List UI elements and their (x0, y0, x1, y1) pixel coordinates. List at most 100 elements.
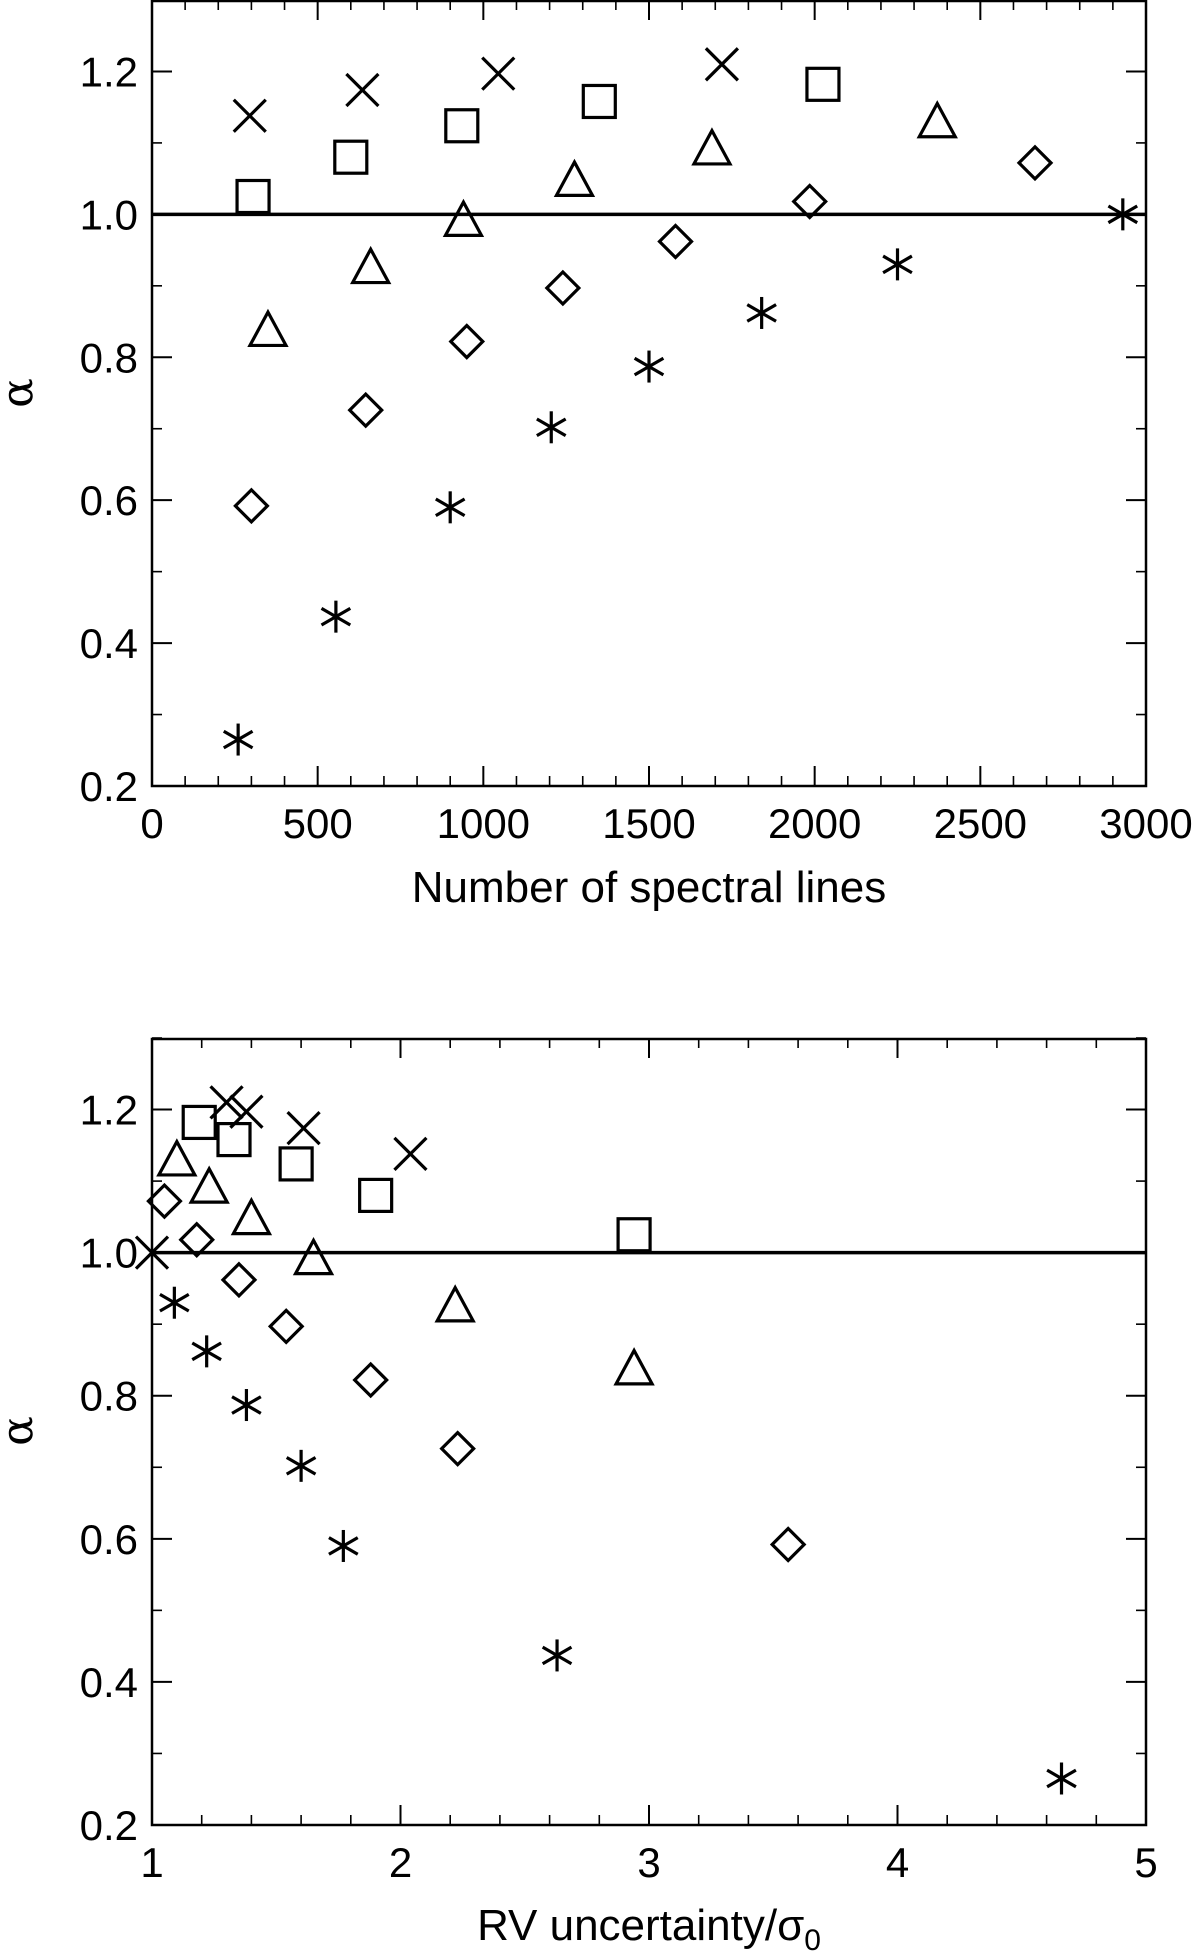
x-axis-label: Number of spectral lines (412, 863, 886, 912)
triangle-point (442, 198, 485, 237)
y-tick-label: 0.8 (80, 334, 138, 381)
cross-point (134, 1235, 170, 1270)
diamond-point (347, 391, 384, 429)
asterisk-point (222, 723, 254, 756)
y-tick-label: 0.8 (80, 1373, 138, 1420)
y-tick-label: 0.6 (80, 1516, 138, 1563)
triangle-point (691, 127, 733, 166)
diamond-point (233, 487, 270, 525)
asterisk-point (541, 1639, 573, 1672)
cross-point (229, 1094, 264, 1129)
asterisk-point (1046, 1762, 1077, 1795)
asterisk-point (191, 1335, 222, 1368)
asterisk-series (222, 198, 1139, 756)
x-tick-label: 1000 (437, 800, 530, 847)
triangle-point (230, 1196, 273, 1236)
diamond-point (439, 1430, 476, 1467)
asterisk-point (746, 296, 777, 329)
square-series (235, 66, 841, 215)
y-axis-label: α (0, 378, 43, 408)
x-tick-label: 3000 (1099, 800, 1192, 847)
y-tick-label: 0.2 (80, 763, 138, 810)
asterisk-point (285, 1449, 317, 1482)
x-tick-label: 4 (886, 1839, 909, 1886)
diamond-point (448, 323, 486, 360)
square-series (181, 1104, 652, 1253)
square-point (216, 1121, 252, 1158)
cross-point (345, 72, 380, 108)
cross-point (704, 47, 740, 82)
x-tick-label: 3 (637, 1839, 660, 1886)
y-tick-label: 0.6 (80, 477, 138, 524)
x-tick-label: 500 (283, 800, 353, 847)
y-tick-label: 0.4 (80, 620, 138, 667)
asterisk-point (320, 600, 352, 633)
triangle-point (292, 1236, 335, 1276)
square-point (181, 1104, 217, 1141)
y-tick-label: 0.4 (80, 1659, 138, 1706)
square-point (444, 108, 480, 144)
square-point (616, 1217, 652, 1253)
triangle-point (156, 1138, 198, 1177)
cross-point (481, 56, 516, 91)
diamond-point (544, 269, 582, 307)
x-tick-label: 5 (1134, 1839, 1157, 1886)
diamond-point (657, 223, 694, 260)
asterisk-point (633, 350, 665, 383)
diamond-point (352, 1361, 389, 1399)
x-tick-label: 1 (140, 1839, 163, 1886)
y-tick-label: 1.0 (80, 1230, 138, 1277)
triangle-point (434, 1284, 476, 1323)
triangle-point (553, 158, 596, 197)
x-tick-label: 1500 (602, 800, 695, 847)
x-tick-label: 0 (140, 800, 163, 847)
cross-point (232, 98, 267, 133)
triangle-point (247, 308, 289, 348)
square-point (333, 139, 369, 175)
x-axis-label: RV uncertainty/σ0 (477, 1901, 821, 1952)
cross-point (286, 1111, 321, 1146)
diamond-point (791, 183, 828, 220)
square-point (278, 1146, 314, 1182)
asterisk-point (882, 248, 913, 281)
triangle-point (349, 245, 392, 285)
x-tick-label: 2 (389, 1839, 412, 1886)
diamond-series (233, 144, 1054, 525)
y-tick-label: 0.2 (80, 1802, 138, 1849)
top-scatter-panel: 0 500 1000 1500 2000 2500 3000 0.2 0.4 0.6 0.8 1.0 1… (0, 0, 1193, 912)
triangle-point (188, 1165, 230, 1204)
y-axis-label: α (0, 1416, 43, 1446)
triangle-point (613, 1347, 655, 1386)
x-tick-label: 2500 (934, 800, 1027, 847)
square-point (805, 66, 841, 102)
diamond-point (769, 1526, 807, 1563)
y-tick-label: 1.2 (80, 1087, 138, 1134)
triangle-series (247, 100, 958, 348)
y-tick-label: 1.2 (80, 48, 138, 95)
triangle-point (916, 100, 958, 139)
asterisk-series (159, 1286, 1077, 1795)
diamond-point (146, 1182, 183, 1220)
square-point (358, 1177, 394, 1214)
asterisk-point (1107, 198, 1139, 231)
asterisk-point (328, 1529, 359, 1562)
diamond-point (267, 1308, 305, 1345)
asterisk-point (536, 411, 567, 444)
cross-point (209, 1085, 244, 1120)
cross-series (134, 1085, 428, 1270)
plot-frame (150, 0, 1148, 788)
x-tick-label: 2000 (768, 800, 861, 847)
plot-frame (150, 1037, 1148, 1827)
square-point (581, 83, 617, 120)
diamond-point (1016, 144, 1054, 182)
asterisk-point (231, 1389, 262, 1422)
cross-series (232, 47, 740, 133)
bottom-scatter-panel: 1 2 3 4 5 0.2 0.4 0.6 0.8 1.0 1.2 RV uncertainty/σ0… (0, 1037, 1158, 1952)
asterisk-point (434, 491, 466, 524)
cross-point (393, 1136, 428, 1172)
diamond-point (220, 1261, 258, 1299)
square-point (235, 178, 271, 215)
asterisk-point (159, 1286, 190, 1319)
triangle-series (156, 1138, 655, 1386)
